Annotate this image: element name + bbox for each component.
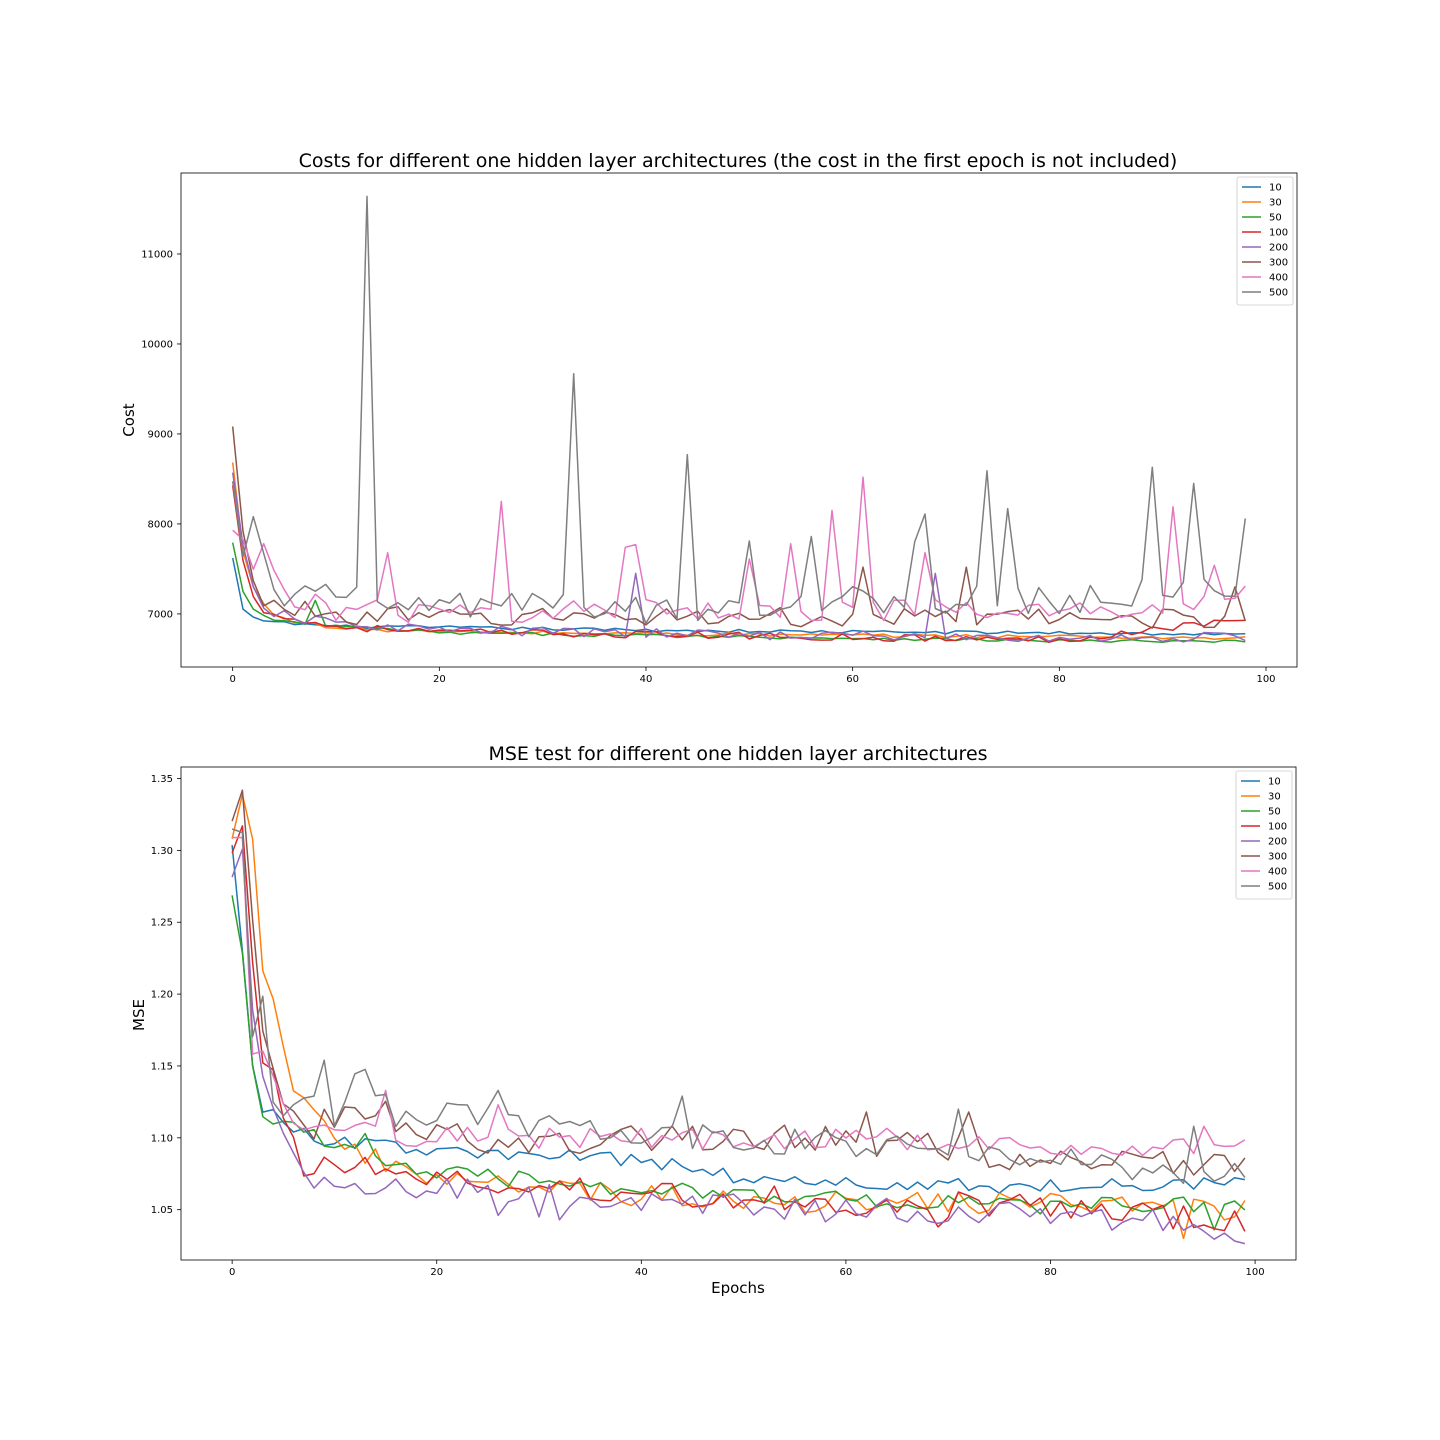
- mse-x-tick-label: 80: [1044, 1267, 1057, 1278]
- cost-y-tick-label: 10000: [141, 339, 173, 350]
- cost-series-line-10: [231, 557, 1246, 636]
- cost-legend-box: [1236, 176, 1294, 306]
- mse-y-axis-label: MSE: [130, 999, 148, 1031]
- mse-axes-frame: [180, 766, 1297, 1261]
- mse-legend-label-10: 10: [1268, 777, 1281, 788]
- cost-axes-frame: [180, 172, 1298, 668]
- mse-x-tick-label: 0: [229, 1267, 235, 1278]
- cost-legend-label-100: 100: [1269, 228, 1288, 239]
- mse-y-tick-label: 1.30: [151, 846, 173, 857]
- cost-series-line-300: [231, 426, 1247, 629]
- mse-x-tick-label: 40: [635, 1267, 648, 1278]
- mse-legend-label-50: 50: [1268, 807, 1281, 818]
- cost-series-line-400: [232, 476, 1246, 624]
- mse-chart: MSE test for different one hidden layer …: [130, 743, 1297, 1297]
- mse-x-tick-label: 60: [840, 1267, 853, 1278]
- cost-plot-area: 0 20 40 60 80 100 7000 8000 9000 10000 11000 10 30 50…: [141, 172, 1298, 685]
- mse-legend-label-100: 100: [1268, 822, 1287, 833]
- cost-x-tick-label: 20: [433, 674, 446, 685]
- mse-legend-label-400: 400: [1268, 867, 1287, 878]
- mse-legend: 10 30 50 100 200 300 400 500: [1235, 770, 1293, 900]
- mse-y-tick-label: 1.15: [151, 1061, 173, 1072]
- cost-legend: 10 30 50 100 200 300 400 500: [1236, 176, 1294, 306]
- cost-series-line-100: [231, 485, 1246, 644]
- mse-series-line-50: [231, 895, 1246, 1231]
- mse-series-line-300: [231, 789, 1246, 1176]
- cost-x-tick-label: 60: [846, 674, 859, 685]
- mse-series-line-400: [232, 836, 1246, 1157]
- cost-chart-title: Costs for different one hidden layer arc…: [299, 150, 1178, 172]
- cost-series-line-500: [231, 195, 1247, 625]
- mse-y-tick-label: 1.20: [151, 990, 173, 1001]
- cost-legend-label-500: 500: [1269, 288, 1288, 299]
- cost-legend-label-300: 300: [1269, 258, 1288, 269]
- cost-x-tick-label: 100: [1256, 674, 1275, 685]
- mse-plot-area: 0 20 40 60 80 100 1.05 1.10 1.15 1.20 1.25 1.30 1.35…: [151, 766, 1297, 1278]
- mse-y-tick-label: 1.05: [151, 1205, 173, 1216]
- cost-series-line-200: [231, 472, 1246, 643]
- mse-legend-label-500: 500: [1268, 882, 1287, 893]
- mse-series-line-100: [231, 825, 1246, 1232]
- mse-x-axis-label: Epochs: [711, 1279, 765, 1297]
- cost-legend-label-200: 200: [1269, 243, 1288, 254]
- cost-x-tick-label: 0: [229, 674, 235, 685]
- mse-chart-title: MSE test for different one hidden layer …: [488, 743, 987, 765]
- mse-series-line-500: [231, 828, 1246, 1185]
- cost-y-tick-label: 7000: [148, 609, 173, 620]
- cost-legend-label-30: 30: [1269, 198, 1282, 209]
- cost-y-tick-label: 11000: [141, 249, 173, 260]
- cost-x-tick-label: 80: [1053, 674, 1066, 685]
- cost-y-axis-label: Cost: [120, 403, 138, 436]
- mse-x-tick-label: 20: [430, 1267, 443, 1278]
- mse-series-line-200: [231, 848, 1246, 1245]
- cost-legend-label-400: 400: [1269, 273, 1288, 284]
- cost-y-tick-label: 9000: [148, 429, 173, 440]
- mse-legend-label-200: 200: [1268, 837, 1287, 848]
- mse-legend-label-300: 300: [1268, 852, 1287, 863]
- cost-y-tick-label: 8000: [148, 519, 173, 530]
- mse-series-line-10: [231, 845, 1246, 1194]
- cost-x-tick-label: 40: [640, 674, 653, 685]
- mse-x-tick-label: 100: [1246, 1267, 1265, 1278]
- mse-legend-box: [1235, 770, 1293, 900]
- mse-legend-label-30: 30: [1268, 792, 1281, 803]
- cost-legend-label-50: 50: [1269, 213, 1282, 224]
- mse-y-tick-label: 1.25: [151, 918, 173, 929]
- cost-chart: Costs for different one hidden layer arc…: [120, 150, 1298, 685]
- mse-y-tick-label: 1.10: [151, 1133, 173, 1144]
- mse-y-tick-label: 1.35: [151, 774, 173, 785]
- cost-legend-label-10: 10: [1269, 183, 1282, 194]
